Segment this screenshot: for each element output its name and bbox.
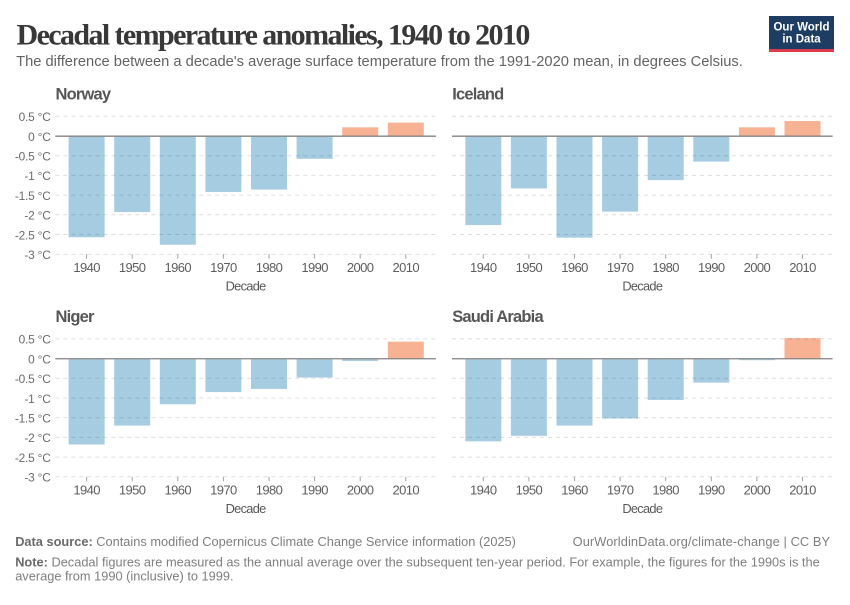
svg-text:1980: 1980: [256, 483, 283, 498]
svg-text:average from 1990 (inclusive): average from 1990 (inclusive) to 1999.: [15, 569, 233, 584]
svg-text:2010: 2010: [393, 483, 420, 498]
svg-text:-0.5 °C: -0.5 °C: [15, 150, 51, 164]
svg-text:1960: 1960: [165, 483, 192, 498]
svg-text:-1 °C: -1 °C: [24, 169, 51, 183]
svg-text:1990: 1990: [698, 260, 725, 275]
svg-text:-3 °C: -3 °C: [24, 248, 51, 262]
svg-text:1980: 1980: [652, 483, 679, 498]
svg-text:2000: 2000: [347, 260, 374, 275]
svg-text:1950: 1950: [119, 483, 146, 498]
svg-text:Decade: Decade: [226, 501, 266, 516]
svg-text:2010: 2010: [789, 483, 816, 498]
svg-text:in Data: in Data: [782, 34, 821, 46]
svg-text:0 °C: 0 °C: [28, 352, 51, 366]
svg-text:1940: 1940: [470, 483, 497, 498]
svg-text:1990: 1990: [301, 260, 328, 275]
svg-text:1940: 1940: [470, 260, 497, 275]
svg-text:1960: 1960: [561, 483, 588, 498]
svg-text:1940: 1940: [73, 260, 100, 275]
svg-text:Decadal temperature anomalies,: Decadal temperature anomalies, 1940 to 2…: [17, 18, 530, 51]
svg-text:1940: 1940: [73, 483, 100, 498]
svg-text:1980: 1980: [256, 260, 283, 275]
svg-text:1980: 1980: [652, 260, 679, 275]
svg-text:2000: 2000: [744, 260, 771, 275]
svg-text:0.5 °C: 0.5 °C: [19, 110, 52, 124]
svg-text:The difference between a decad: The difference between a decade's averag…: [16, 54, 743, 70]
svg-text:Decade: Decade: [622, 501, 662, 516]
svg-text:1950: 1950: [119, 260, 146, 275]
svg-text:1960: 1960: [165, 260, 192, 275]
svg-text:-2 °C: -2 °C: [24, 209, 51, 223]
svg-text:Note: Decadal figures are meas: Note: Decadal figures are measured as th…: [15, 554, 820, 569]
svg-text:-3 °C: -3 °C: [24, 471, 51, 485]
svg-text:2010: 2010: [789, 260, 816, 275]
svg-text:OurWorldinData.org/climate-cha: OurWorldinData.org/climate-change | CC B…: [573, 534, 831, 549]
svg-text:0 °C: 0 °C: [28, 130, 51, 144]
svg-text:Our World: Our World: [773, 21, 829, 33]
svg-text:1960: 1960: [561, 260, 588, 275]
svg-text:0.5 °C: 0.5 °C: [19, 333, 52, 347]
svg-text:1970: 1970: [607, 483, 634, 498]
svg-text:2000: 2000: [347, 483, 374, 498]
svg-text:1970: 1970: [210, 260, 237, 275]
svg-text:Norway: Norway: [56, 85, 112, 103]
svg-text:-2 °C: -2 °C: [24, 431, 51, 445]
svg-text:-1 °C: -1 °C: [24, 392, 51, 406]
svg-text:1970: 1970: [607, 260, 634, 275]
svg-text:Decade: Decade: [622, 278, 662, 293]
svg-text:-2.5 °C: -2.5 °C: [15, 228, 51, 242]
svg-text:Data source: Contains modified: Data source: Contains modified Copernicu…: [15, 534, 516, 549]
svg-text:1950: 1950: [516, 260, 543, 275]
svg-text:1990: 1990: [301, 483, 328, 498]
svg-text:-0.5 °C: -0.5 °C: [15, 372, 51, 386]
svg-text:1990: 1990: [698, 483, 725, 498]
svg-text:1970: 1970: [210, 483, 237, 498]
svg-text:-1.5 °C: -1.5 °C: [15, 412, 51, 426]
svg-text:Niger: Niger: [56, 308, 96, 326]
svg-text:-2.5 °C: -2.5 °C: [15, 451, 51, 465]
svg-text:Iceland: Iceland: [452, 85, 503, 103]
svg-text:1950: 1950: [516, 483, 543, 498]
svg-text:2000: 2000: [744, 483, 771, 498]
svg-text:2010: 2010: [393, 260, 420, 275]
svg-text:-1.5 °C: -1.5 °C: [15, 189, 51, 203]
svg-text:Decade: Decade: [226, 278, 266, 293]
svg-text:Saudi Arabia: Saudi Arabia: [452, 308, 544, 326]
